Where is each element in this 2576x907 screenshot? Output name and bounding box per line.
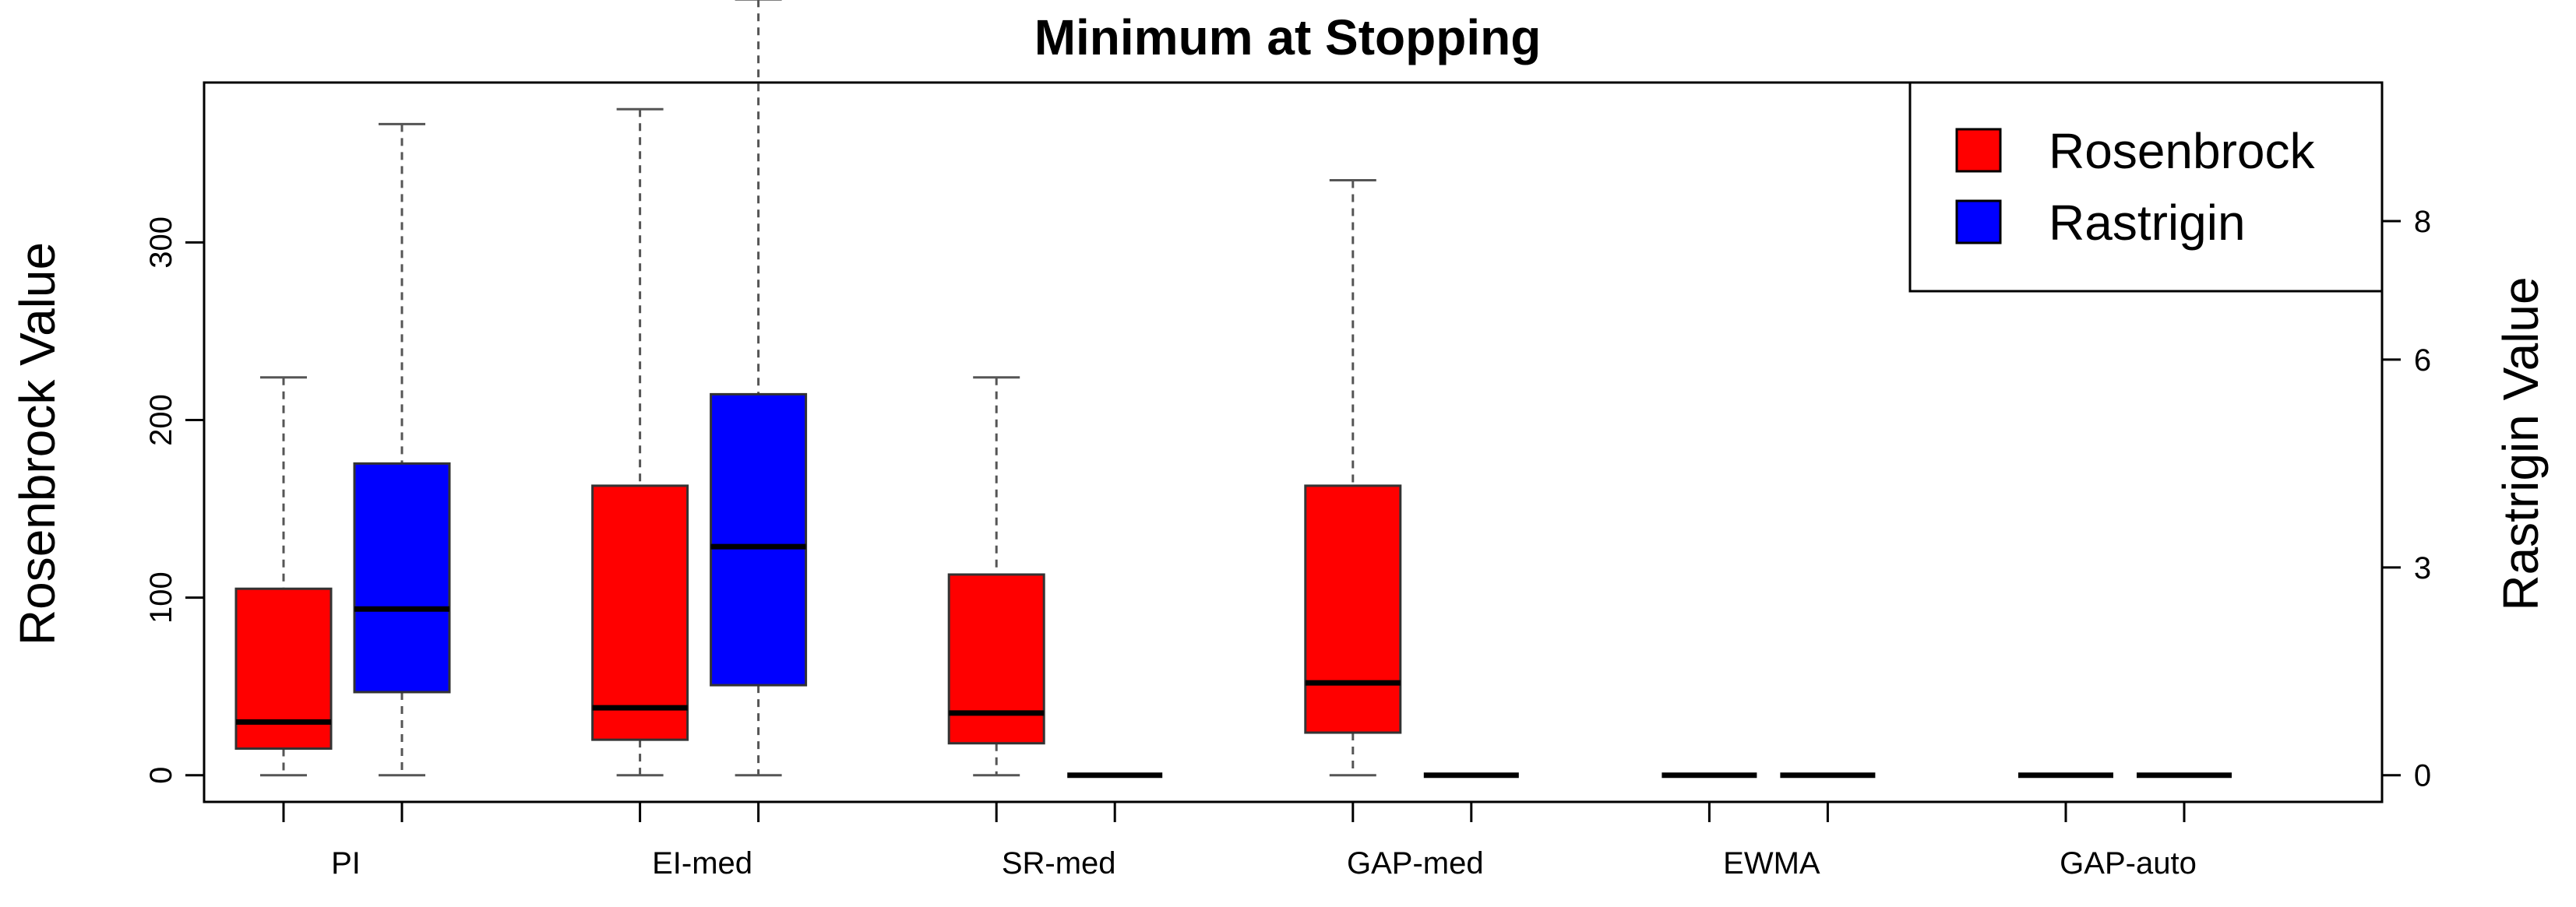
legend: Rosenbrock Rastrigin: [1908, 81, 2384, 293]
y-right-tick-label: 0: [2414, 759, 2431, 793]
box-rosenbrock-gap-med: [1304, 178, 1402, 777]
y-left-tick-label: 100: [144, 571, 178, 624]
legend-label-rosenbrock: Rosenbrock: [2049, 123, 2316, 179]
y-left-tick-label: 300: [144, 216, 178, 269]
plot-area: 0 100 200 300 0 3 6 8 PI EI-med SR-med GAP-med EWMA G…: [144, 0, 2431, 881]
y-right-tick-label: 6: [2414, 343, 2431, 378]
x-tick-label: GAP-auto: [2060, 846, 2197, 881]
x-tick-label: EWMA: [1723, 846, 1820, 881]
legend-swatch-rastrigin: [1955, 199, 2002, 244]
x-tick-label: SR-med: [1002, 846, 1116, 881]
y-right-tick-label: 3: [2414, 551, 2431, 585]
y-left-tick-label: 0: [144, 767, 178, 784]
x-tick-label: PI: [331, 846, 361, 881]
box-rosenbrock-ei-med: [591, 107, 689, 777]
legend-swatch-rosenbrock: [1955, 128, 2002, 173]
box-rosenbrock-sr-med: [947, 376, 1045, 777]
y-axis-label-right: Rastrigin Value: [2493, 276, 2549, 610]
box-rastrigin-pi: [353, 122, 451, 777]
box-iqr: [353, 462, 451, 694]
chart-title: Minimum at Stopping: [1034, 9, 1542, 65]
box-iqr: [710, 392, 808, 687]
y-left-tick-label: 200: [144, 394, 178, 446]
box-iqr: [591, 484, 689, 741]
y-right-tick-label: 8: [2414, 205, 2431, 239]
x-tick-label: GAP-med: [1347, 846, 1484, 881]
legend-label-rastrigin: Rastrigin: [2049, 195, 2246, 251]
box-iqr: [947, 573, 1045, 745]
box-rastrigin-ei-med: [710, 0, 808, 777]
box-rosenbrock-pi: [234, 376, 333, 777]
box-iqr: [1304, 484, 1402, 734]
y-axis-label-left: Rosenbrock Value: [9, 242, 65, 645]
legend-box: [1908, 81, 2384, 293]
x-tick-label: EI-med: [652, 846, 752, 881]
